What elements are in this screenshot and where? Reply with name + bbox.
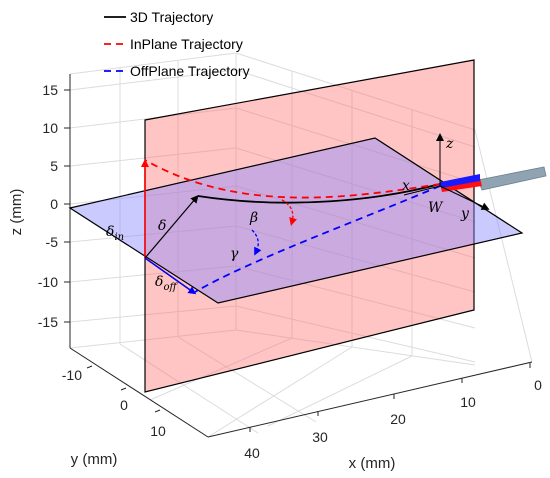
legend: 3D Trajectory InPlane Trajectory OffPlan…: [104, 9, 250, 79]
y-tick-label: 0: [120, 397, 128, 413]
z-tick-label: 5: [50, 158, 58, 174]
delta-in-label: δin: [106, 224, 124, 243]
z-tick-label: 10: [42, 120, 58, 136]
legend-entry-inplane: InPlane Trajectory: [130, 36, 243, 52]
z-axis: 15 10 5 0 -5 -10 -15 z (mm): [8, 82, 70, 330]
axes-frame: [69, 74, 533, 438]
x-tick-label: 30: [312, 429, 328, 445]
x-tick-label: 10: [460, 394, 476, 410]
z-tick-label: -5: [46, 234, 59, 250]
delta-label: δ: [158, 218, 166, 234]
frame-w-label: W: [428, 200, 444, 216]
z-tick-marks: [64, 89, 70, 323]
inplane-surface: [144, 59, 475, 393]
x-axis-label: x (mm): [349, 455, 396, 472]
x-tick-label: 0: [534, 377, 542, 393]
beta-label: β: [249, 210, 258, 226]
z-tick-label: 15: [42, 82, 58, 98]
legend-entry-offplane: OffPlane Trajectory: [130, 63, 250, 79]
legend-entry-3d: 3D Trajectory: [130, 9, 213, 25]
tip-frame: [403, 133, 490, 210]
x-tick-label: 20: [390, 411, 406, 427]
x-tick-label: 40: [244, 445, 260, 461]
gamma-arc: [251, 229, 262, 256]
gamma-label: γ: [230, 246, 239, 262]
series-3d-trajectory: [197, 183, 441, 204]
delta-off-arrow: [144, 257, 197, 295]
series-offplane-trajectory: [194, 185, 441, 293]
delta-arrow: [144, 194, 199, 259]
beta-arc: [281, 199, 297, 226]
y-tick-label: -10: [62, 367, 82, 383]
y-axis: -10 0 10 y (mm): [62, 365, 166, 468]
z-tick-label: 0: [50, 196, 58, 212]
needle-tool: [440, 166, 547, 192]
axes-grid: [69, 52, 533, 438]
y-axis-label: y (mm): [71, 451, 118, 468]
delta-off-label: δoff: [155, 274, 178, 293]
y-tick-label: 10: [150, 423, 166, 439]
frame-x-label: x: [402, 178, 410, 194]
z-tick-label: -10: [38, 274, 58, 290]
z-tick-label: -15: [38, 314, 58, 330]
x-axis: 40 30 20 10 0 x (mm): [244, 363, 542, 472]
frame-y-label: y: [460, 206, 470, 222]
series-inplane-trajectory: [144, 159, 441, 199]
z-axis-label: z (mm): [8, 189, 25, 236]
frame-z-label: z: [445, 136, 454, 152]
